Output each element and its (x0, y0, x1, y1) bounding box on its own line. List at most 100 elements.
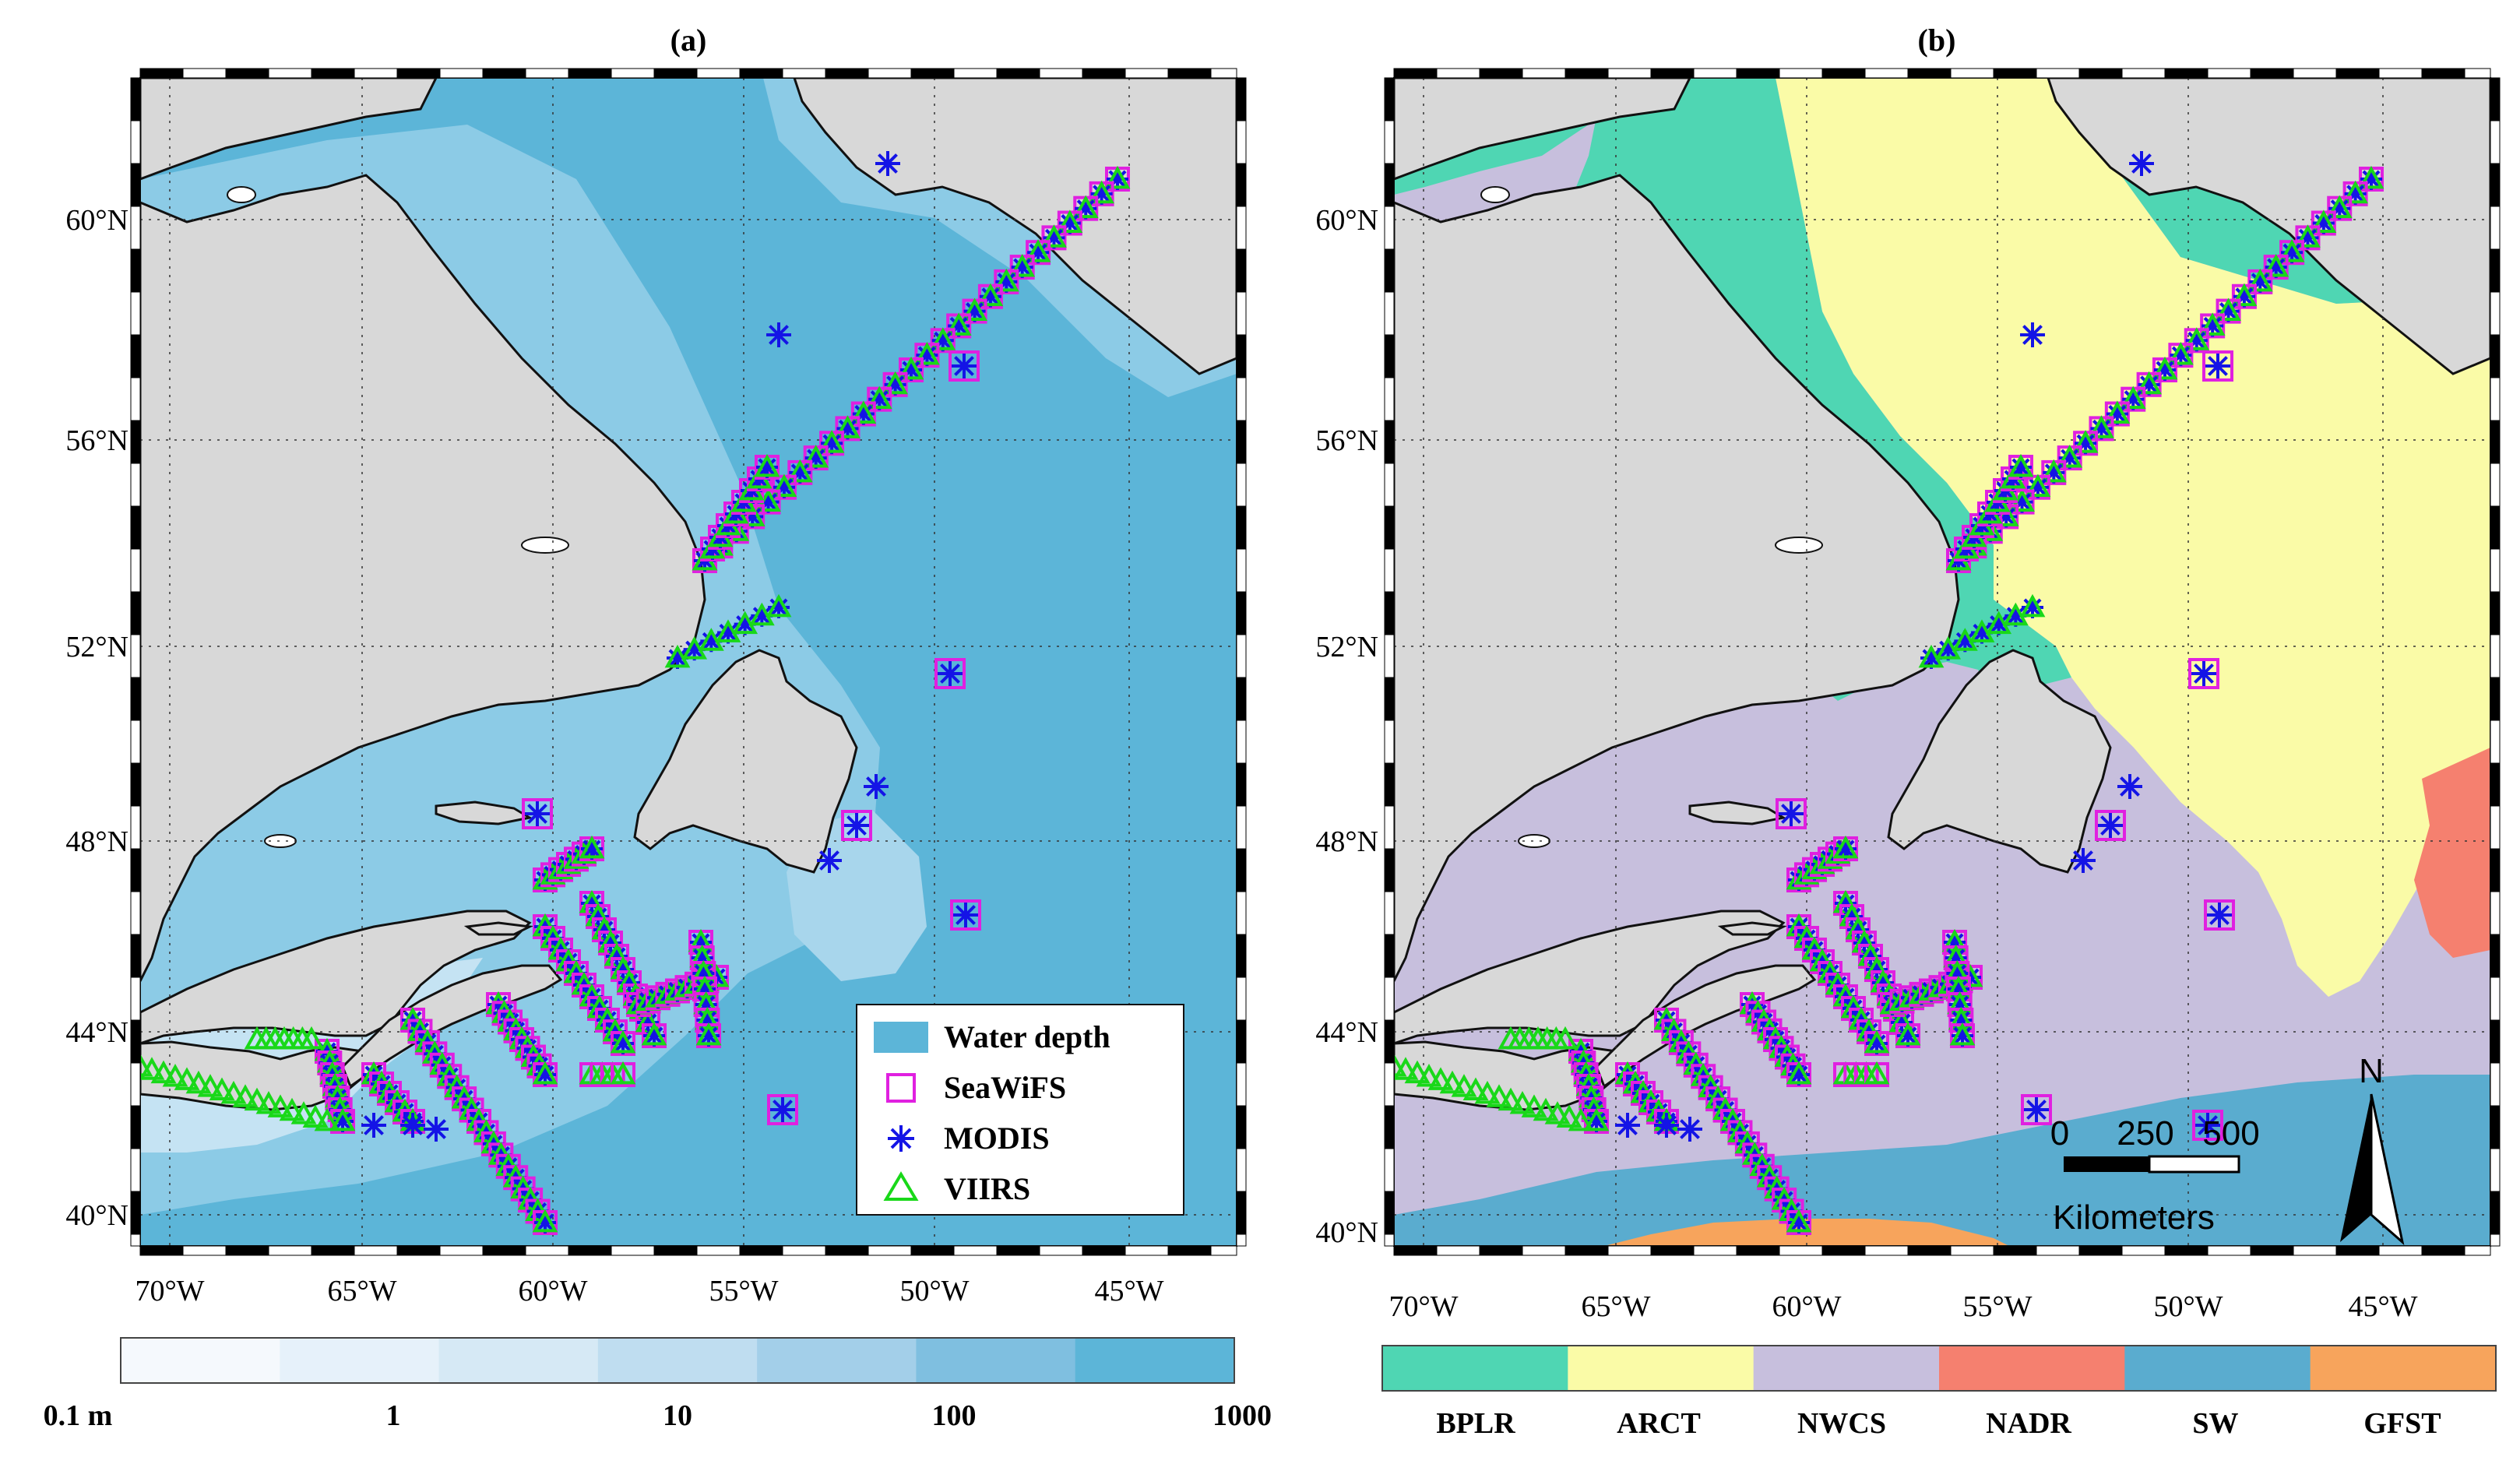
viirs-marker (1451, 1074, 1477, 1097)
frame-segment (1236, 634, 1247, 678)
frame-segment (1236, 805, 1247, 850)
modis-marker (2020, 322, 2045, 347)
frame-segment (910, 68, 955, 79)
frame-segment (2490, 163, 2501, 207)
lat-tick: 44°N (65, 1016, 128, 1049)
modis-marker (2205, 354, 2230, 378)
frame-segment (1236, 591, 1247, 635)
viirs-marker (1801, 936, 1828, 960)
frame-segment (130, 291, 141, 336)
frame-segment (1864, 1245, 1909, 1256)
frame-segment (2293, 1245, 2337, 1256)
panel-a: (a) (44, 23, 1272, 1432)
viirs-marker (555, 948, 582, 972)
scale-tick: 250 (2117, 1114, 2173, 1153)
viirs-marker (882, 371, 909, 395)
frame-segment (2490, 1019, 2501, 1064)
frame-segment (1384, 291, 1395, 336)
viirs-marker (162, 1064, 188, 1087)
viirs-marker (1832, 983, 1859, 1007)
frame-segment (1384, 805, 1395, 850)
frame-segment (1384, 248, 1395, 293)
frame-segment (2207, 1245, 2251, 1256)
frame-segment (1384, 1233, 1395, 1247)
colorbar-swatch (121, 1338, 280, 1383)
lat-tick: 56°N (1315, 424, 1378, 457)
frame-segment (2464, 68, 2491, 79)
viirs-marker (209, 1077, 235, 1101)
legend-label: VIIRS (944, 1171, 1030, 1206)
frame-segment (2335, 68, 2380, 79)
frame-segment (2490, 334, 2501, 378)
frame-segment (825, 68, 869, 79)
frame-segment (130, 1233, 141, 1247)
frame-segment (611, 68, 655, 79)
modis-marker (953, 903, 978, 927)
panel-a-lon-labels: 70°W 65°W 60°W 55°W 50°W 45°W (135, 1275, 1163, 1307)
frame-segment (1236, 206, 1247, 250)
depth-colorbar (120, 1337, 1235, 1384)
frame-segment (2250, 1245, 2294, 1256)
north-arrow: N (2340, 1052, 2405, 1246)
viirs-marker (602, 1018, 628, 1042)
province-arct (1776, 78, 2490, 997)
seawifs-legend-icon (886, 1073, 916, 1103)
frame-segment (825, 1245, 869, 1256)
frame-segment (996, 68, 1040, 79)
viirs-marker (532, 913, 558, 937)
viirs-marker (1825, 971, 1851, 995)
seawifs-marker (841, 810, 872, 841)
seawifs-marker (2204, 899, 2235, 931)
viirs-marker (150, 1060, 177, 1084)
frame-segment (1384, 720, 1395, 764)
frame-segment (1907, 68, 1952, 79)
frame-segment (782, 1245, 826, 1256)
frame-segment (2490, 762, 2501, 807)
frame-segment (1384, 420, 1395, 464)
frame-segment (1236, 291, 1247, 336)
viirs-marker (174, 1067, 200, 1090)
frame-segment (1384, 377, 1395, 421)
viirs-marker (1089, 180, 1115, 204)
frame-segment (1779, 68, 1823, 79)
viirs-marker (2247, 268, 2273, 292)
frame-segment (2121, 1245, 2166, 1256)
viirs-marker (610, 1061, 636, 1085)
frame-segment (653, 68, 698, 79)
frame-segment (130, 934, 141, 978)
frame-segment (130, 206, 141, 250)
frame-segment (1384, 463, 1395, 507)
frame-segment (782, 68, 826, 79)
viirs-marker (993, 268, 1019, 292)
frame-segment (139, 68, 184, 79)
colorbar-swatch (438, 1338, 599, 1383)
frame-segment (2490, 848, 2501, 892)
frame-segment (130, 505, 141, 550)
frame-segment (1384, 934, 1395, 978)
viirs-marker (329, 1107, 356, 1131)
frame-segment (1236, 848, 1247, 892)
viirs-marker (563, 959, 590, 984)
viirs-marker (1404, 1060, 1431, 1084)
frame-segment (2250, 68, 2294, 79)
frame-segment (1236, 334, 1247, 378)
lat-tick: 40°N (1315, 1216, 1378, 1249)
lon-tick: 50°W (2153, 1290, 2223, 1323)
viirs-marker (698, 628, 724, 651)
viirs-marker (732, 611, 758, 635)
frame-segment (1993, 68, 2037, 79)
viirs-marker (571, 971, 597, 995)
frame-segment (1479, 68, 1523, 79)
frame-segment (1236, 934, 1247, 978)
viirs-marker (1025, 239, 1051, 262)
viirs-marker (185, 1070, 212, 1094)
lon-tick: 65°W (1581, 1290, 1650, 1323)
lat-tick: 40°N (65, 1199, 128, 1232)
frame-segment (2121, 68, 2166, 79)
viirs-marker (2167, 342, 2194, 365)
north-label: N (2359, 1052, 2384, 1090)
colorbar-label: BPLR (1436, 1407, 1515, 1440)
viirs-marker (1864, 1029, 1890, 1054)
colorbar-label: NWCS (1797, 1407, 1886, 1440)
lat-tick: 56°N (65, 424, 128, 457)
